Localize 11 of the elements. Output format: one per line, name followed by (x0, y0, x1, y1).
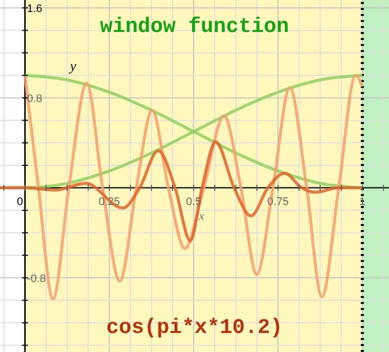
x-axis-title: x (198, 208, 205, 223)
annotation: cos(pi*x*10.2) (106, 317, 283, 340)
y-tick-label: -0.8 (26, 272, 46, 285)
y-tick-label: 1.6 (26, 2, 42, 15)
x-tick-label: 0 (16, 196, 24, 208)
line-series (23, 74, 364, 301)
y-tick-label: 0.8 (26, 92, 42, 105)
y-axis-title: y (68, 59, 77, 74)
text: window function (100, 16, 290, 39)
line-series (0, 140, 364, 242)
x-tick-label: 0.75 (267, 196, 289, 208)
